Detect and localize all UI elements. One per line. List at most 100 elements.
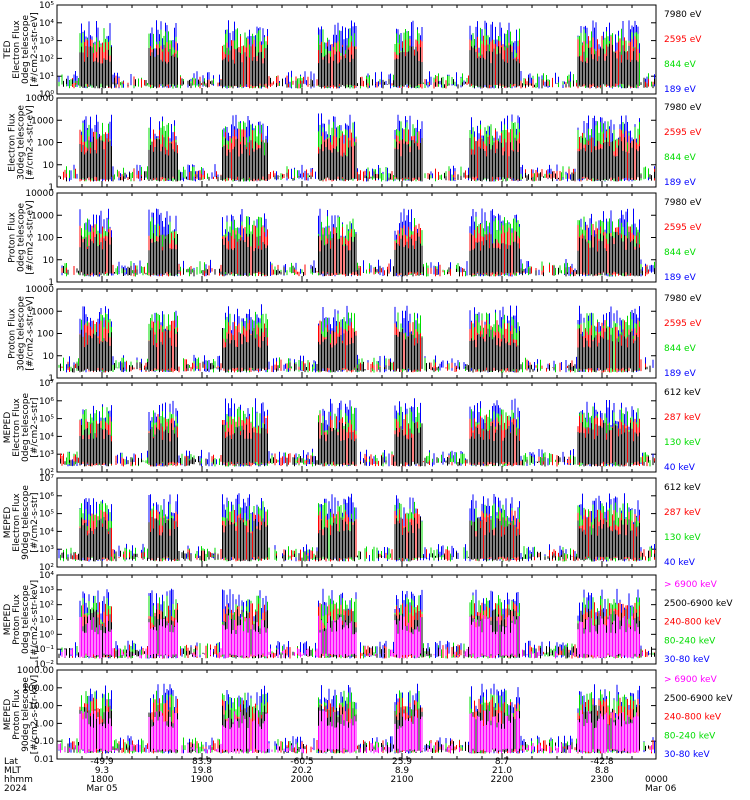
y-axis-label: MEPED — [3, 604, 13, 636]
series-trace — [58, 20, 655, 89]
series-trace — [67, 398, 654, 467]
y-tick-label: 10³ — [39, 37, 54, 47]
y-axis-label: [#/cm2-s-str-eV] — [26, 105, 36, 180]
x-tick-lat: -42.8 — [590, 757, 614, 767]
panel-7: 10⁻² 10⁻¹ 10⁰ 10¹ 10² 10³ 10⁴ MEPED Proton Flux 0… — [3, 571, 733, 670]
y-tick-label: 10¹ — [39, 72, 54, 82]
y-axis-label: 0deg telescope — [21, 585, 31, 655]
series-trace — [58, 136, 655, 182]
legend-entry: 80-240 keV — [664, 731, 716, 741]
y-axis-label: [#/cm2-s-str-eV] — [26, 296, 36, 371]
y-axis-label: Proton Flux — [12, 689, 22, 740]
y-tick-label: 10000 — [25, 189, 54, 199]
x-tick-lat: 83.9 — [192, 757, 212, 767]
x-tick-mlt: 8.9 — [395, 766, 410, 776]
y-tick-label: 10⁰ — [39, 90, 54, 100]
series-trace — [58, 683, 655, 754]
y-axis-label: [#/cm2-s-str] — [30, 397, 40, 457]
y-axis-label: [#/cm2-s-str-eV] — [30, 12, 40, 87]
y-axis-label: [#/cm2-s-str] — [30, 492, 40, 552]
y-tick-label: 10⁶ — [39, 492, 54, 502]
x-row-label: Lat — [4, 757, 19, 767]
panel-8: 0.01 0.10 1.00 10.00 100.00 1000.00 MEPED Proto… — [3, 666, 733, 765]
y-tick-label: 10⁷ — [39, 474, 54, 484]
x-tick-lat: 25.9 — [392, 757, 412, 767]
y-tick-label: 10² — [39, 468, 54, 478]
y-axis-label: 90deg telescope — [21, 677, 31, 752]
y-tick-label: 10² — [39, 601, 54, 611]
series-trace — [61, 690, 646, 754]
x-tick-date: Mar 05 — [86, 784, 117, 794]
x-tick-hhmm: 2100 — [391, 775, 414, 785]
y-tick-label: 10 — [43, 256, 55, 266]
legend-entry: 7980 eV — [664, 103, 702, 113]
legend-entry: 30-80 keV — [664, 750, 710, 760]
y-axis-label: MEPED — [3, 699, 13, 731]
legend-entry: 40 keV — [664, 463, 696, 473]
series-trace — [60, 422, 655, 467]
y-tick-label: 1000 — [31, 211, 54, 221]
panel-2: 1 10 100 1000 10000 Electron Flux 30deg telesc… — [8, 94, 703, 193]
y-tick-label: 10⁴ — [39, 19, 54, 29]
series-trace — [66, 304, 654, 373]
legend-entry: 2595 eV — [664, 319, 702, 329]
y-axis-label: Proton Flux — [8, 308, 18, 359]
legend-entry: 287 keV — [664, 508, 701, 518]
y-tick-label: 1000.00 — [17, 666, 54, 676]
y-axis-label: 90deg telescope — [21, 485, 31, 560]
panel-6: 10² 10³ 10⁴ 10⁵ 10⁶ 10⁷ MEPED Electron Flux 90de… — [3, 474, 701, 573]
legend-entry: 7980 eV — [664, 198, 702, 208]
y-tick-label: 10⁴ — [39, 571, 54, 581]
y-axis-label: Proton Flux — [8, 212, 18, 263]
x-row-label: MLT — [4, 766, 22, 776]
series-trace — [58, 493, 655, 562]
y-tick-label: 10³ — [39, 450, 54, 460]
legend-entry: 844 eV — [664, 344, 697, 354]
panel-4: 1 10 100 1000 10000 Proton Flux 30deg telescop… — [8, 285, 703, 384]
series-trace — [61, 516, 655, 562]
x-tick-hhmm: 1800 — [91, 775, 114, 785]
y-tick-label: 10 — [43, 352, 55, 362]
legend-entry: 130 keV — [664, 533, 701, 543]
flux-traces — [58, 20, 655, 89]
legend-entry: 7980 eV — [664, 10, 702, 20]
y-tick-label: 10⁰ — [39, 630, 54, 640]
x-tick-mlt: 20.2 — [292, 766, 312, 776]
x-tick-hhmm: 2000 — [291, 775, 314, 785]
legend-entry: 30-80 keV — [664, 655, 710, 665]
y-axis-label: [#/cm2-s-str-keV] — [30, 675, 40, 754]
legend-entry: 2500-6900 keV — [664, 694, 733, 704]
y-axis-label: 30deg telescope — [17, 296, 27, 371]
panel-3: 1 10 100 1000 10000 Proton Flux 0deg telescope… — [8, 189, 703, 288]
legend-entry: 189 eV — [664, 273, 697, 283]
y-tick-label: 10⁵ — [39, 415, 54, 425]
panel-5: 10² 10³ 10⁴ 10⁵ 10⁶ 10⁷ MEPED Electron Flux 0deg… — [3, 379, 701, 478]
y-axis-label: [#/cm2-s-str-eV] — [26, 200, 36, 275]
series-trace — [61, 615, 643, 659]
series-trace — [58, 608, 655, 659]
x-row-label: hhmm — [4, 775, 33, 785]
y-axis-label: Proton Flux — [12, 594, 22, 645]
y-tick-label: 100 — [37, 234, 54, 244]
legend-entry: 2595 eV — [664, 223, 702, 233]
x-tick-hhmm: 0000 — [645, 775, 668, 785]
y-tick-label: 10⁻¹ — [34, 645, 54, 655]
y-axis-label: Electron Flux — [12, 493, 22, 552]
legend-entry: 844 eV — [664, 248, 697, 258]
x-tick-mlt: 9.3 — [95, 766, 109, 776]
series-trace — [63, 231, 655, 277]
x-tick-lat: -60.5 — [290, 757, 313, 767]
series-trace — [61, 223, 649, 277]
legend-entry: 612 keV — [664, 388, 701, 398]
y-tick-label: 10⁻² — [34, 660, 54, 670]
y-axis-label: 30deg telescope — [17, 105, 27, 180]
y-tick-label: 10³ — [39, 545, 54, 555]
flux-traces — [58, 113, 655, 182]
y-tick-label: 1000 — [31, 307, 54, 317]
y-tick-label: 10 — [43, 161, 55, 171]
flux-traces — [58, 304, 654, 373]
legend-entry: 40 keV — [664, 558, 696, 568]
series-trace — [58, 710, 652, 754]
